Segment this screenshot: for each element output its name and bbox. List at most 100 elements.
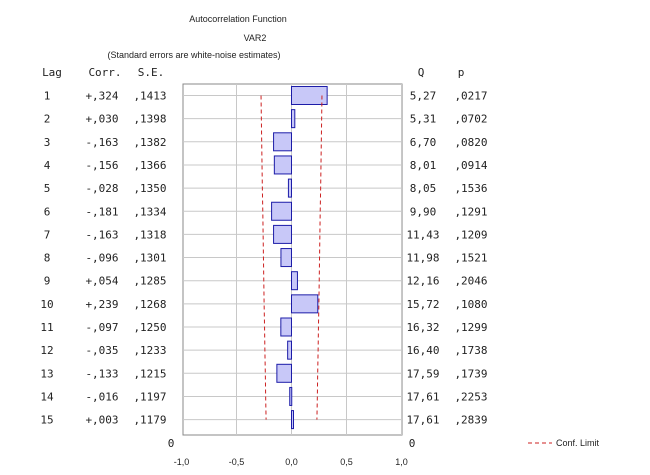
- cell-p-lag-14: ,2253: [454, 390, 487, 403]
- cell-lag-lag-10: 10: [40, 298, 53, 311]
- header-lag: Lag: [42, 66, 62, 79]
- chart-note: (Standard errors are white-noise estimat…: [107, 50, 280, 60]
- acf-bar-lag-9: [291, 271, 298, 291]
- cell-corr-lag-6: -,181: [85, 205, 118, 218]
- cell-lag-lag-4: 4: [44, 159, 51, 172]
- cell-q-lag-8: 11,98: [406, 252, 439, 265]
- x-tick-label: 1,0: [395, 457, 408, 467]
- cell-lag-lag-8: 8: [44, 252, 51, 265]
- cell-q-lag-13: 17,59: [406, 367, 439, 380]
- cell-corr-lag-4: -,156: [85, 159, 118, 172]
- cell-lag-lag-3: 3: [44, 136, 51, 149]
- cell-p-lag-12: ,1738: [454, 344, 487, 357]
- cell-se-lag-1: ,1413: [133, 90, 166, 103]
- cell-q-lag-3: 6,70: [410, 136, 437, 149]
- acf-bar-lag-12: [287, 340, 292, 360]
- plot-frame: [182, 83, 403, 436]
- acf-bar-lag-1: [291, 86, 328, 105]
- cell-p-lag-3: ,0820: [454, 136, 487, 149]
- cell-se-lag-14: ,1197: [133, 390, 166, 403]
- cell-q-lag-14: 17,61: [406, 390, 439, 403]
- acf-bar-lag-5: [287, 178, 293, 198]
- cell-p-lag-6: ,1291: [454, 205, 487, 218]
- cell-p-lag-10: ,1080: [454, 298, 487, 311]
- cell-q-lag-12: 16,40: [406, 344, 439, 357]
- cell-lag-lag-9: 9: [44, 275, 51, 288]
- cell-se-lag-7: ,1318: [133, 228, 166, 241]
- legend: Conf. Limit: [528, 438, 600, 448]
- cell-q-lag-6: 9,90: [410, 205, 437, 218]
- cell-lag-lag-5: 5: [44, 182, 51, 195]
- cell-corr-lag-9: +,054: [85, 275, 118, 288]
- cell-se-lag-5: ,1350: [133, 182, 166, 195]
- chart-subtitle: VAR2: [244, 33, 267, 43]
- cell-lag-lag-6: 6: [44, 205, 51, 218]
- cell-p-lag-2: ,0702: [454, 113, 487, 126]
- cell-q-lag-7: 11,43: [406, 228, 439, 241]
- cell-p-lag-13: ,1739: [454, 367, 487, 380]
- acf-bar-lag-6: [271, 201, 292, 221]
- acf-bar-lag-3: [273, 132, 293, 152]
- cell-p-lag-7: ,1209: [454, 228, 487, 241]
- cell-lag-lag-2: 2: [44, 113, 51, 126]
- x-tick-label: 0,5: [340, 457, 353, 467]
- cell-lag-lag-1: 1: [44, 90, 51, 103]
- x-tick-label: -0,5: [229, 457, 245, 467]
- x-axis-ticks: -1,0 -0,5 0,0 0,5 1,0: [174, 457, 408, 467]
- cell-q-lag-9: 12,16: [406, 275, 439, 288]
- cell-se-lag-2: ,1398: [133, 113, 166, 126]
- acf-bar-lag-4: [273, 155, 292, 175]
- bars: [271, 86, 328, 430]
- cell-corr-lag-8: -,096: [85, 252, 118, 265]
- acf-bar-lag-15: [291, 410, 294, 430]
- cell-p-lag-11: ,1299: [454, 321, 487, 334]
- cell-corr-lag-11: -,097: [85, 321, 118, 334]
- acf-bar-lag-13: [276, 363, 292, 383]
- conf-limit-lower-line: [260, 95, 267, 420]
- cell-corr-lag-7: -,163: [85, 228, 118, 241]
- cell-p-lag-1: ,0217: [454, 90, 487, 103]
- cell-se-lag-9: ,1285: [133, 275, 166, 288]
- cell-q-lag-10: 15,72: [406, 298, 439, 311]
- cell-lag-lag-13: 13: [40, 367, 53, 380]
- cell-corr-lag-15: +,003: [85, 414, 118, 427]
- confidence-limits: [260, 95, 323, 420]
- cell-q-lag-2: 5,31: [410, 113, 437, 126]
- header-se: S.E.: [138, 66, 165, 79]
- acf-bar-lag-11: [280, 317, 292, 337]
- cell-se-lag-15: ,1179: [133, 414, 166, 427]
- cell-corr-lag-2: +,030: [85, 113, 118, 126]
- cell-lag-lag-11: 11: [40, 321, 53, 334]
- cell-se-lag-8: ,1301: [133, 252, 166, 265]
- table-rows: 1 +,324 ,1413 5,27 ,0217 2 +,030 ,1398 5,31 ,0702…: [40, 90, 488, 427]
- cell-p-lag-5: ,1536: [454, 182, 487, 195]
- header-q: Q: [418, 66, 425, 79]
- cell-q-lag-15: 17,61: [406, 414, 439, 427]
- header-p: p: [458, 66, 465, 79]
- cell-q-lag-4: 8,01: [410, 159, 437, 172]
- acf-bar-lag-10: [291, 294, 319, 314]
- cell-lag-lag-12: 12: [40, 344, 53, 357]
- x-tick-label: 0,0: [285, 457, 298, 467]
- cell-corr-lag-10: +,239: [85, 298, 118, 311]
- cell-corr-lag-13: -,133: [85, 367, 118, 380]
- cell-lag-lag-15: 15: [40, 414, 53, 427]
- cell-corr-lag-3: -,163: [85, 136, 118, 149]
- cell-lag-lag-7: 7: [44, 228, 51, 241]
- cell-se-lag-6: ,1334: [133, 205, 166, 218]
- zero-label-left: 0: [168, 437, 175, 450]
- cell-p-lag-9: ,2046: [454, 275, 487, 288]
- header-corr: Corr.: [88, 66, 121, 79]
- cell-q-lag-5: 8,05: [410, 182, 437, 195]
- chart-title: Autocorrelation Function: [189, 14, 287, 24]
- zero-label-right: 0: [409, 437, 416, 450]
- cell-corr-lag-5: -,028: [85, 182, 118, 195]
- conf-limit-upper-line: [316, 95, 323, 420]
- grid-lines: [183, 84, 402, 435]
- cell-se-lag-11: ,1250: [133, 321, 166, 334]
- cell-se-lag-4: ,1366: [133, 159, 166, 172]
- cell-p-lag-8: ,1521: [454, 252, 487, 265]
- x-tick-label: -1,0: [174, 457, 190, 467]
- cell-corr-lag-1: +,324: [85, 90, 118, 103]
